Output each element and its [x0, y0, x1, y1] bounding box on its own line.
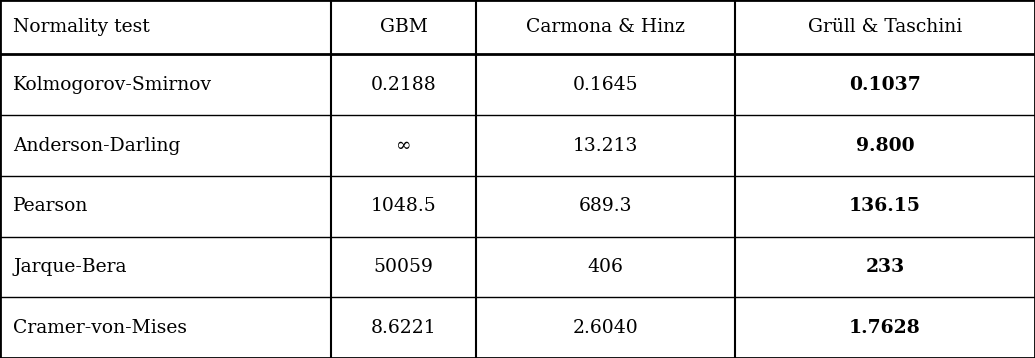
Text: 0.1645: 0.1645 [572, 76, 639, 94]
Text: 233: 233 [865, 258, 905, 276]
Text: 2.6040: 2.6040 [572, 319, 639, 337]
Text: 689.3: 689.3 [579, 197, 632, 215]
Text: 8.6221: 8.6221 [371, 319, 437, 337]
Text: Kolmogorov-Smirnov: Kolmogorov-Smirnov [13, 76, 212, 94]
Text: ∞: ∞ [395, 136, 412, 155]
Text: Cramer-von-Mises: Cramer-von-Mises [13, 319, 187, 337]
Text: Carmona & Hinz: Carmona & Hinz [526, 18, 685, 36]
Text: 9.800: 9.800 [856, 136, 914, 155]
Text: Grüll & Taschini: Grüll & Taschini [807, 18, 963, 36]
Text: Anderson-Darling: Anderson-Darling [13, 136, 181, 155]
Text: 0.1037: 0.1037 [849, 76, 921, 94]
Text: 136.15: 136.15 [849, 197, 921, 215]
Text: 1.7628: 1.7628 [849, 319, 921, 337]
Text: 1048.5: 1048.5 [371, 197, 437, 215]
Text: 13.213: 13.213 [572, 136, 639, 155]
Text: Normality test: Normality test [13, 18, 150, 36]
Text: GBM: GBM [380, 18, 427, 36]
Text: 0.2188: 0.2188 [371, 76, 437, 94]
Text: 50059: 50059 [374, 258, 434, 276]
Text: Pearson: Pearson [13, 197, 89, 215]
Text: Jarque-Bera: Jarque-Bera [13, 258, 127, 276]
Text: 406: 406 [588, 258, 623, 276]
